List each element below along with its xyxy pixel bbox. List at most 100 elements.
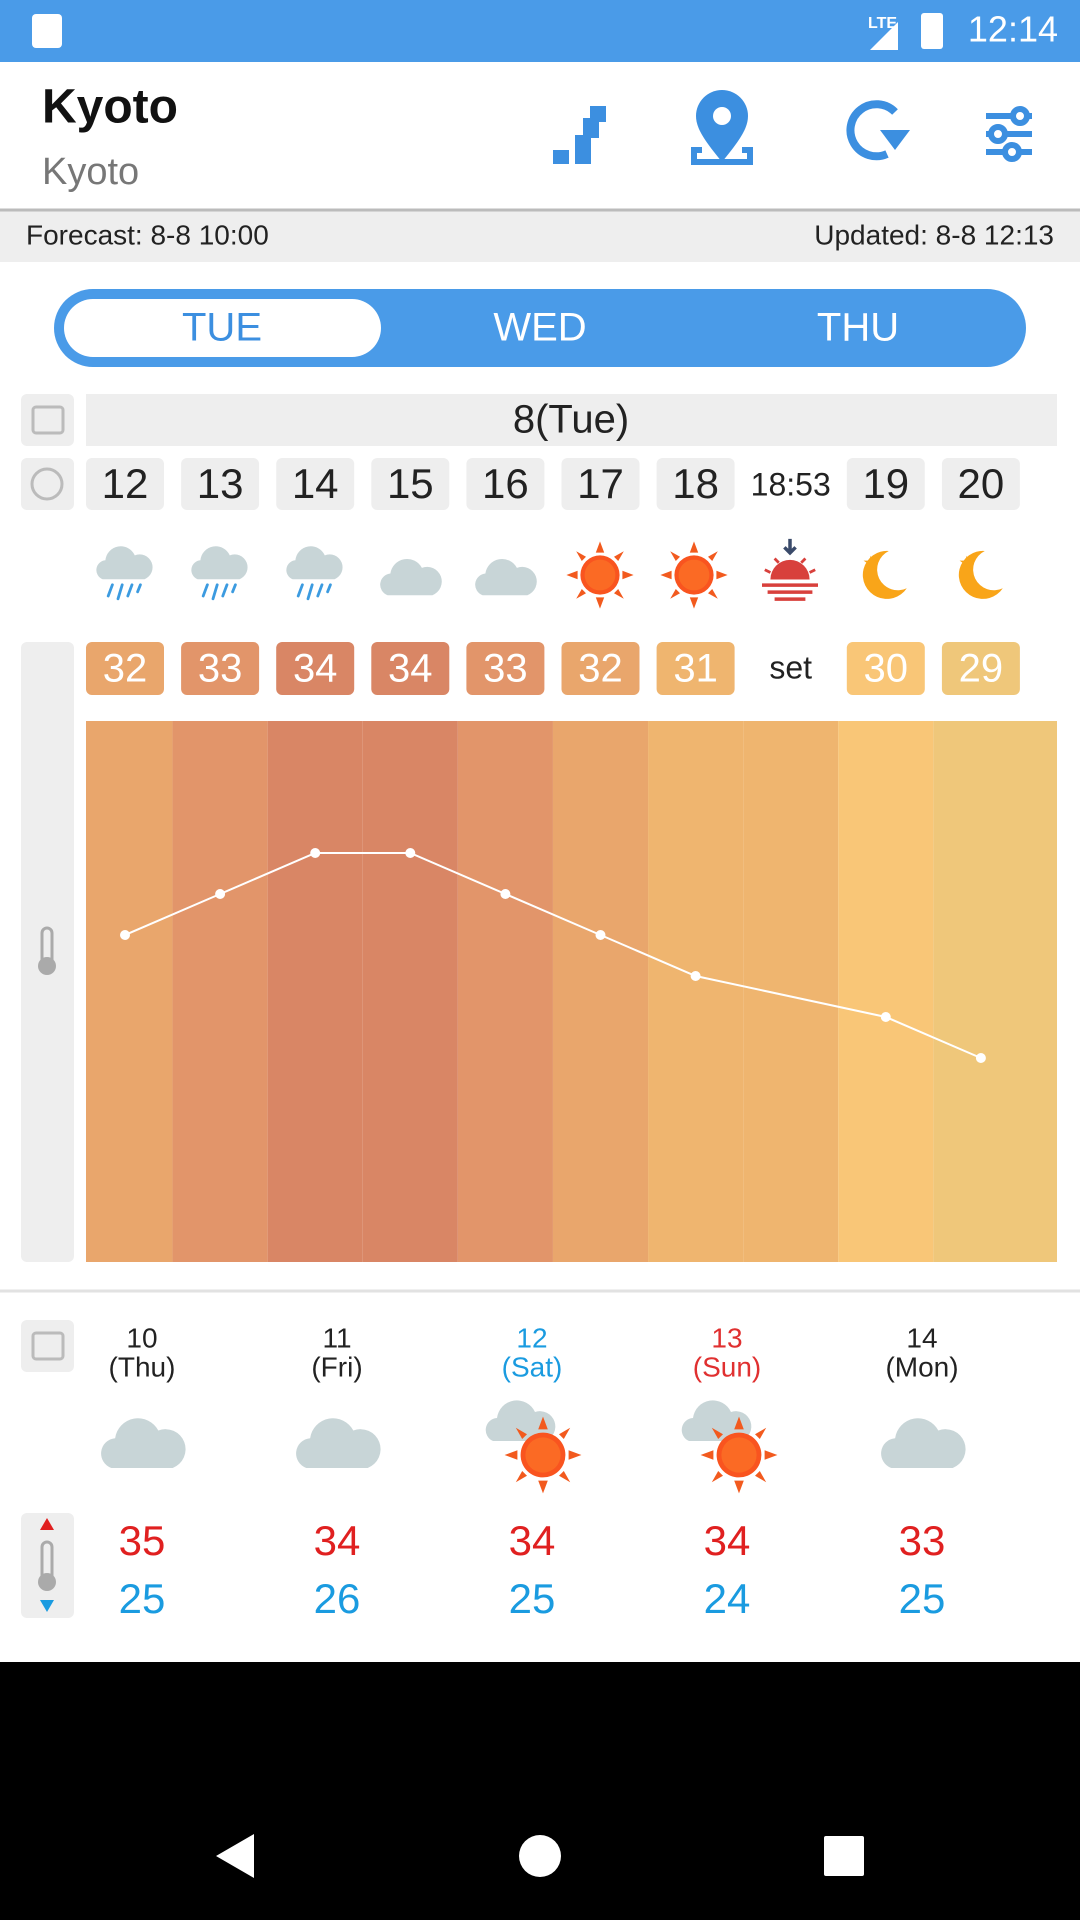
temp-box	[181, 642, 260, 695]
weather-icons	[94, 537, 1003, 609]
high-temp: 35	[119, 1517, 166, 1564]
battery-icon	[921, 13, 943, 49]
temp-point	[405, 848, 416, 858]
high-temp: 34	[509, 1517, 556, 1564]
calendar-icon	[31, 405, 65, 435]
city-title: Kyoto	[42, 81, 178, 134]
selected-tab	[64, 299, 381, 357]
hour-label: 19	[862, 460, 909, 507]
clock: 12:14	[968, 9, 1058, 50]
sunset-label: set	[769, 649, 812, 685]
nav-bar	[0, 1662, 1080, 1920]
hour-label: 18	[672, 460, 719, 507]
hour-label: 20	[958, 460, 1005, 507]
temp-band	[267, 721, 363, 1262]
high-low-icon	[38, 1518, 56, 1612]
temp-box	[371, 642, 450, 695]
day-number: 12	[516, 1322, 547, 1353]
temp-box	[86, 642, 164, 695]
temp-label: 34	[293, 647, 338, 691]
temp-band	[362, 721, 458, 1262]
temp-label: 31	[673, 647, 718, 691]
sd-icon	[32, 14, 62, 48]
temp-label: 33	[198, 647, 243, 691]
high-temp: 33	[899, 1517, 946, 1564]
temp-point	[215, 889, 226, 899]
day-weekday: (Sun)	[693, 1351, 761, 1382]
hour-box	[86, 458, 164, 510]
temp-point	[880, 1012, 891, 1022]
temp-band	[457, 721, 553, 1262]
low-temp: 25	[509, 1575, 556, 1622]
updated-time: Updated: 8-8 12:13	[814, 219, 1054, 250]
day-weekday: (Sat)	[502, 1351, 563, 1382]
hour-label: 14	[292, 460, 339, 507]
hourly-date: 8(Tue)	[513, 398, 629, 442]
back-button[interactable]	[216, 1834, 254, 1878]
home-button[interactable]	[519, 1835, 561, 1877]
signal-icon	[870, 22, 898, 50]
map-button[interactable]	[553, 106, 606, 164]
temp-label: 29	[959, 647, 1004, 691]
temp-point	[500, 889, 511, 899]
day-number: 10	[126, 1322, 157, 1353]
location-button[interactable]	[691, 90, 753, 165]
hour-box	[846, 458, 925, 510]
temp-point	[310, 848, 321, 858]
hour-label: 12	[102, 460, 149, 507]
temp-label: 33	[483, 647, 528, 691]
calendar-icon	[31, 1331, 65, 1361]
info-bar	[0, 210, 1080, 262]
day-tab[interactable]: WED	[493, 306, 586, 350]
high-temp: 34	[704, 1517, 751, 1564]
clock-icon	[30, 467, 64, 501]
hour-label: 16	[482, 460, 529, 507]
hour-box	[561, 458, 640, 510]
temp-box	[276, 642, 355, 695]
forecast-time: Forecast: 8-8 10:00	[26, 219, 269, 250]
low-temp: 25	[119, 1575, 166, 1622]
temp-box	[561, 642, 640, 695]
temp-band	[172, 721, 268, 1262]
low-temp: 26	[314, 1575, 361, 1622]
day-weekday: (Fri)	[311, 1351, 362, 1382]
temp-label: 32	[578, 647, 623, 691]
network-label: LTE	[868, 15, 897, 32]
hour-box	[656, 458, 735, 510]
day-tab[interactable]: TUE	[182, 306, 262, 350]
temp-box	[846, 642, 925, 695]
temp-point	[595, 930, 606, 940]
low-temp: 25	[899, 1575, 946, 1622]
hour-box	[181, 458, 260, 510]
temp-band	[552, 721, 649, 1262]
temp-box	[656, 642, 735, 695]
day-weekday: (Mon)	[885, 1351, 958, 1382]
low-temp: 24	[704, 1575, 751, 1622]
day-weekday: (Thu)	[109, 1351, 176, 1382]
temp-side	[21, 642, 74, 1262]
day-number: 14	[906, 1322, 937, 1353]
city-subtitle: Kyoto	[42, 151, 139, 193]
hour-box	[466, 458, 545, 510]
daily-icons	[101, 1400, 966, 1493]
temp-point	[975, 1053, 986, 1063]
temp-band	[86, 721, 173, 1262]
hour-label: 13	[197, 460, 244, 507]
temp-band	[648, 721, 744, 1262]
temp-label: 30	[864, 647, 909, 691]
recents-button[interactable]	[824, 1836, 864, 1876]
hour-box	[941, 458, 1020, 510]
thermometer-icon	[38, 926, 56, 975]
day-number: 13	[711, 1322, 742, 1353]
temp-box	[941, 642, 1020, 695]
day-tab[interactable]: THU	[817, 306, 899, 350]
settings-button[interactable]	[986, 106, 1032, 162]
refresh-button[interactable]	[846, 100, 910, 161]
temp-point	[120, 930, 130, 940]
hour-label: 15	[387, 460, 434, 507]
temp-label: 34	[388, 647, 433, 691]
temp-label: 32	[103, 647, 148, 691]
hour-label: 17	[577, 460, 624, 507]
